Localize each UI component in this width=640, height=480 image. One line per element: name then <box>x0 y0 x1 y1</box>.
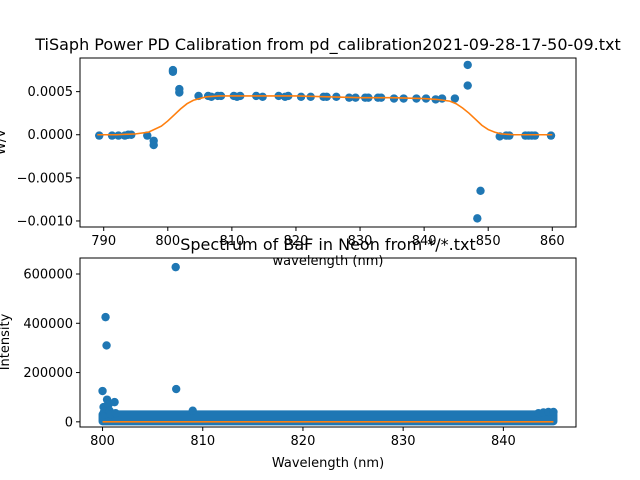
spectrum-x-tick-label: 820 <box>291 434 316 449</box>
calibration-data-point <box>95 131 104 140</box>
calibration-plot-area <box>95 60 556 223</box>
calibration-data-point <box>450 94 460 103</box>
calibration-x-tick-label: 810 <box>219 234 244 249</box>
spectrum-y-tick-label: 0 <box>65 415 73 430</box>
spectrum-axes-frame <box>79 257 577 428</box>
spectrum-y-axis-label: Intensity <box>0 313 13 370</box>
calibration-data-point <box>107 131 117 140</box>
calibration-panel: TiSaph Power PD Calibration from pd_cali… <box>0 35 621 269</box>
calibration-data-point <box>149 140 158 150</box>
spectrum-y-tick-label: 400000 <box>23 317 73 332</box>
spectrum-data-point <box>102 341 111 350</box>
spectrum-x-tick-label: 840 <box>491 434 516 449</box>
calibration-x-tick-label: 820 <box>284 234 309 249</box>
calibration-data-point <box>389 94 399 103</box>
spectrum-y-tick-label: 200000 <box>23 366 73 381</box>
spectrum-x-tick-label: 810 <box>190 434 215 449</box>
calibration-y-tick-label: −0.0005 <box>17 171 73 186</box>
calibration-x-tick-label: 790 <box>91 234 116 249</box>
spectrum-panel: 800 810 820 830 840 0 200000 400000 600000 Spect… <box>0 235 577 471</box>
calibration-fit-line <box>97 95 553 136</box>
calibration-x-tick-label: 800 <box>155 234 180 249</box>
calibration-data-point <box>530 131 540 140</box>
calibration-x-axis-label: wavelength (nm) <box>273 254 384 269</box>
spectrum-data-point <box>171 262 180 272</box>
spectrum-data-point <box>549 407 558 417</box>
spectrum-x-axis-label: Wavelength (nm) <box>272 456 384 471</box>
calibration-data-point <box>168 67 178 76</box>
spectrum-data-point <box>171 384 181 394</box>
calibration-data-point <box>175 84 184 94</box>
spectrum-x-tick-label: 800 <box>90 434 115 449</box>
spectrum-title: Spectrum of BaF in Neon from */*.txt <box>180 235 476 254</box>
calibration-data-point <box>114 131 123 140</box>
spectrum-x-tick-label: 830 <box>391 434 416 449</box>
calibration-y-axis-label: W/V <box>0 129 9 155</box>
calibration-title: TiSaph Power PD Calibration from pd_cali… <box>34 35 621 55</box>
calibration-data-point <box>463 81 472 90</box>
spectrum-data-point <box>111 409 120 418</box>
calibration-data-point <box>463 60 472 70</box>
spectrum-ticks: 800 810 820 830 840 0 200000 400000 600000 <box>23 268 515 449</box>
calibration-x-tick-label: 840 <box>412 234 437 249</box>
spectrum-dense-points-band <box>98 410 558 426</box>
calibration-x-tick-label: 830 <box>348 234 373 249</box>
calibration-x-tick-label: 850 <box>476 234 501 249</box>
calibration-y-tick-label: −0.0010 <box>17 214 73 229</box>
spectrum-data-point <box>101 312 110 322</box>
calibration-data-point <box>546 131 556 140</box>
spectrum-data-point <box>110 397 119 407</box>
calibration-ticks: 790 800 810 820 830 840 850 860 0.0005 0.0000 −0.0… <box>17 85 565 249</box>
calibration-y-tick-label: 0.0000 <box>28 128 74 143</box>
spectrum-y-tick-label: 600000 <box>23 268 73 283</box>
calibration-data-point <box>143 131 152 140</box>
calibration-data-point <box>505 131 514 140</box>
calibration-axes-frame <box>79 57 577 228</box>
spectrum-plot-area <box>98 262 558 426</box>
calibration-y-tick-label: 0.0005 <box>28 85 74 100</box>
spectrum-data-point <box>98 386 107 396</box>
calibration-data-point <box>476 186 485 195</box>
calibration-x-tick-label: 860 <box>540 234 565 249</box>
spectrum-data-point <box>188 406 197 415</box>
calibration-data-point <box>473 214 482 223</box>
calibration-data-point <box>437 94 447 103</box>
calibration-data-point <box>258 92 267 102</box>
